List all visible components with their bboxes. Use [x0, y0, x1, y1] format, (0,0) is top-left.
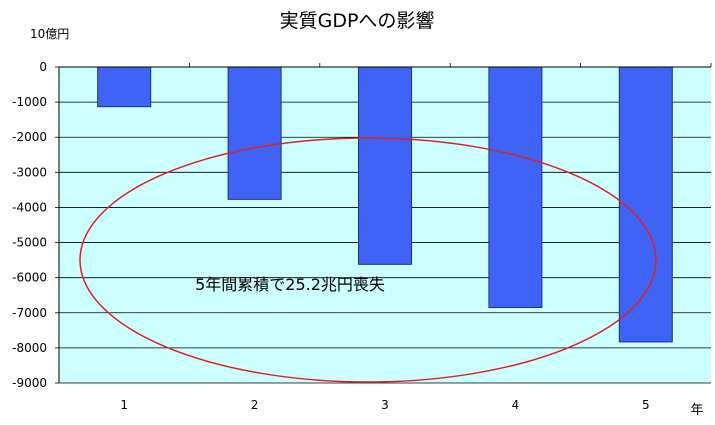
y-tick-labels: 0 -1000 -2000 -3000 -4000 -5000 -6000 -7000 -800… — [12, 60, 47, 390]
bar-3 — [358, 66, 412, 265]
y-tick-label: -8000 — [12, 341, 47, 355]
bar-4 — [488, 66, 543, 309]
bars — [97, 66, 673, 343]
y-tick-label: -4000 — [12, 200, 47, 214]
x-tick-label: 3 — [381, 398, 389, 412]
x-tick-label: 1 — [120, 398, 128, 412]
chart-title: 実質GDPへの影響 — [280, 10, 435, 32]
y-tick-label: -2000 — [12, 130, 47, 144]
y-tick-label: -3000 — [12, 165, 47, 179]
axes — [58, 66, 711, 383]
x-tick-label: 5 — [642, 398, 650, 412]
y-tick-label: -5000 — [12, 236, 47, 250]
y-axis-unit-label: 10億円 — [30, 27, 69, 41]
x-tick-label: 2 — [251, 398, 259, 412]
x-tick-label: 4 — [512, 398, 520, 412]
bar-5 — [618, 66, 673, 343]
y-tick-label: -1000 — [12, 95, 47, 109]
y-tick-label: 0 — [39, 60, 47, 74]
x-axis-unit-label: 年 — [690, 403, 703, 418]
y-tick-label: -7000 — [12, 306, 47, 320]
annotation-ellipse — [79, 137, 657, 383]
x-tick-labels: 1 2 3 4 5 — [120, 398, 649, 412]
bar-2 — [227, 66, 282, 200]
y-tick-label: -9000 — [12, 376, 47, 390]
bar-1 — [97, 66, 152, 108]
y-tick-label: -6000 — [12, 271, 47, 285]
annotation-text: 5年間累積で25.2兆円喪失 — [195, 275, 385, 294]
